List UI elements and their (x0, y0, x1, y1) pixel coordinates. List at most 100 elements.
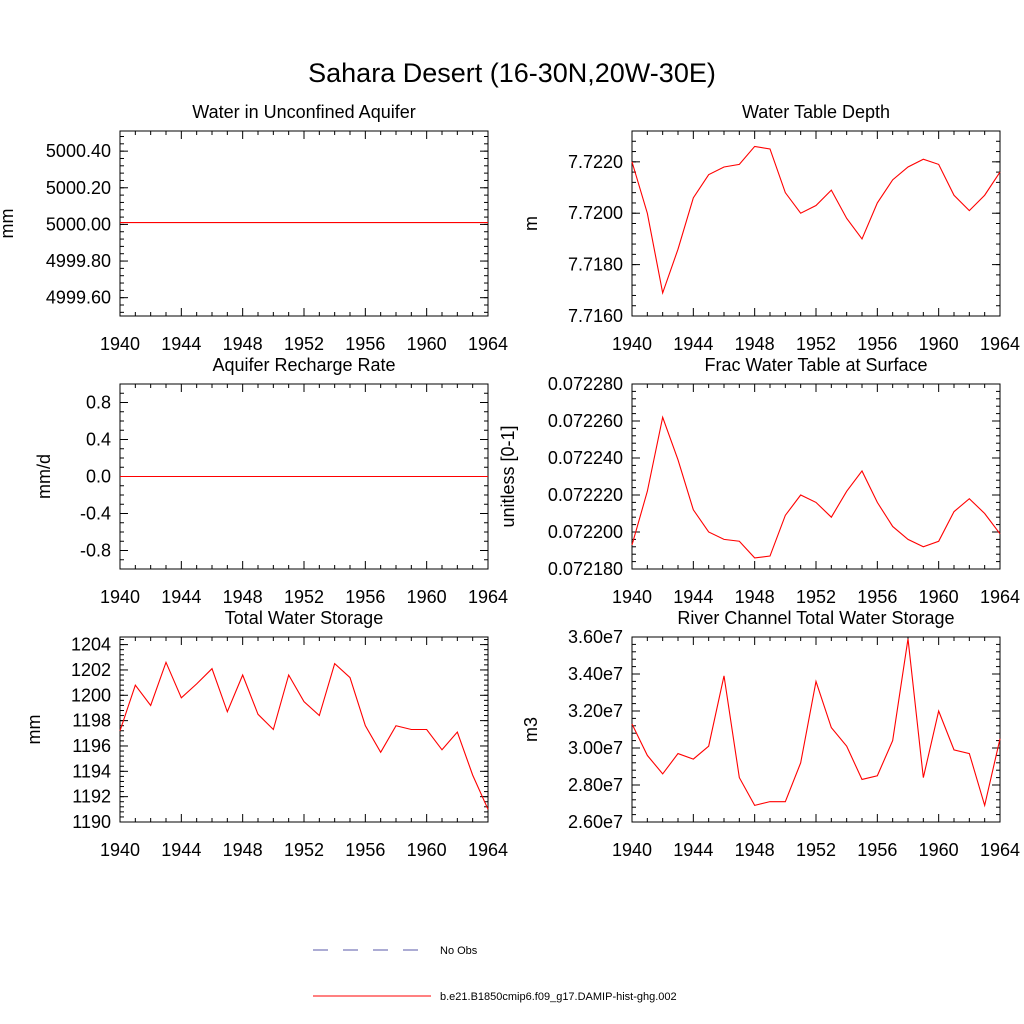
series-line (631, 145, 1001, 295)
x-tick-label: 1956 (857, 587, 897, 607)
legend-label: No Obs (440, 945, 478, 957)
chart-panel: River Channel Total Water Storage m3 1940 1… (521, 608, 1020, 860)
x-tick-label: 1944 (161, 840, 201, 860)
y-tick-label: 1200 (71, 685, 111, 705)
y-axis-label: m3 (521, 717, 541, 742)
panels: Water in Unconfined Aquifer mm 1940 1944 194… (0, 102, 1020, 860)
x-tick-label: 1960 (407, 587, 447, 607)
x-tick-label: 1940 (612, 840, 652, 860)
panel-title: Total Water Storage (225, 608, 383, 628)
y-tick-label: 3.00e7 (568, 738, 623, 758)
y-tick-label: 1198 (72, 711, 111, 731)
x-tick-label: 1952 (284, 587, 324, 607)
figure-title: Sahara Desert (16-30N,20W-30E) (308, 58, 716, 88)
x-tick-label: 1952 (796, 840, 836, 860)
y-tick-label: 1204 (71, 635, 111, 655)
chart-panel: Frac Water Table at Surface unitless [0-1… (498, 355, 1020, 607)
y-tick-label: 4999.60 (46, 288, 111, 308)
x-tick-label: 1964 (468, 840, 508, 860)
x-tick-label: 1948 (735, 334, 775, 354)
y-tick-label: 7.7200 (568, 203, 623, 223)
x-tick-label: 1944 (161, 587, 201, 607)
panel-title: River Channel Total Water Storage (677, 608, 954, 628)
chart-panel: Water in Unconfined Aquifer mm 1940 1944 194… (0, 102, 508, 354)
x-tick-label: 1956 (345, 840, 385, 860)
x-tick-label: 1956 (857, 840, 897, 860)
x-tick-label: 1952 (796, 587, 836, 607)
x-tick-label: 1960 (919, 587, 959, 607)
x-tick-label: 1940 (100, 840, 140, 860)
x-tick-label: 1940 (612, 334, 652, 354)
y-axis-label: mm/d (34, 454, 54, 499)
y-tick-label: 0.8 (86, 393, 111, 413)
chart-panel: Total Water Storage mm 1940 1944 1948 1952 195… (24, 608, 508, 860)
y-tick-label: 5000.40 (46, 141, 111, 161)
legend: No Obs b.e21.B1850cmip6.f09_g17.DAMIP-his… (313, 945, 677, 1003)
y-tick-label: 4999.80 (46, 251, 111, 271)
x-tick-label: 1960 (407, 840, 447, 860)
x-tick-label: 1956 (345, 587, 385, 607)
x-tick-label: 1964 (980, 334, 1020, 354)
x-tick-label: 1952 (284, 840, 324, 860)
x-tick-label: 1956 (857, 334, 897, 354)
y-tick-label: 1194 (72, 761, 111, 781)
x-tick-label: 1964 (468, 587, 508, 607)
x-tick-label: 1964 (468, 334, 508, 354)
y-tick-label: 3.20e7 (568, 701, 623, 721)
y-tick-label: 3.60e7 (568, 627, 623, 647)
y-tick-label: 0.072200 (548, 522, 623, 542)
x-tick-label: 1952 (284, 334, 324, 354)
y-tick-label: 1192 (72, 787, 111, 807)
x-tick-label: 1960 (919, 334, 959, 354)
y-tick-label: 0.072220 (548, 485, 623, 505)
x-tick-label: 1944 (673, 840, 713, 860)
x-tick-label: 1960 (919, 840, 959, 860)
y-axis-label: mm (24, 715, 44, 745)
y-axis-label: m (521, 216, 541, 231)
y-tick-label: 0.4 (86, 430, 111, 450)
y-tick-label: 5000.20 (46, 178, 111, 198)
y-tick-label: 1196 (72, 736, 111, 756)
x-tick-label: 1944 (161, 334, 201, 354)
series-line (631, 638, 1001, 808)
legend-label: b.e21.B1850cmip6.f09_g17.DAMIP-hist-ghg.… (440, 991, 677, 1003)
y-tick-label: 0.0 (86, 467, 111, 487)
y-tick-label: 7.7220 (568, 152, 623, 172)
y-tick-label: 7.7180 (568, 255, 623, 275)
x-tick-label: 1960 (407, 334, 447, 354)
x-tick-label: 1956 (345, 334, 385, 354)
y-tick-label: 1190 (72, 812, 111, 832)
y-tick-label: 0.072180 (548, 559, 623, 579)
x-tick-label: 1964 (980, 587, 1020, 607)
y-tick-label: 2.80e7 (568, 775, 623, 795)
y-tick-label: -0.4 (80, 504, 111, 524)
x-tick-label: 1948 (735, 840, 775, 860)
y-tick-label: -0.8 (80, 541, 111, 561)
y-tick-label: 0.072240 (548, 448, 623, 468)
x-tick-label: 1948 (223, 334, 263, 354)
chart-panel: Aquifer Recharge Rate mm/d 1940 1944 1948 195… (34, 355, 508, 607)
series-line (631, 415, 1001, 559)
y-tick-label: 0.072260 (548, 411, 623, 431)
y-tick-label: 1202 (71, 660, 111, 680)
x-tick-label: 1940 (100, 587, 140, 607)
panel-title: Frac Water Table at Surface (704, 355, 927, 375)
x-tick-label: 1952 (796, 334, 836, 354)
y-axis-label: mm (0, 209, 17, 239)
y-tick-label: 7.7160 (568, 306, 623, 326)
panel-title: Water Table Depth (742, 102, 890, 122)
x-tick-label: 1948 (223, 840, 263, 860)
x-tick-label: 1964 (980, 840, 1020, 860)
y-tick-label: 2.60e7 (568, 812, 623, 832)
series-line (119, 660, 489, 810)
x-tick-label: 1944 (673, 587, 713, 607)
panel-title: Aquifer Recharge Rate (212, 355, 395, 375)
x-tick-label: 1948 (735, 587, 775, 607)
y-tick-label: 0.072280 (548, 374, 623, 394)
y-axis-label: unitless [0-1] (498, 425, 518, 527)
y-tick-label: 3.40e7 (568, 664, 623, 684)
x-tick-label: 1944 (673, 334, 713, 354)
x-tick-label: 1940 (612, 587, 652, 607)
y-tick-label: 5000.00 (46, 214, 111, 234)
